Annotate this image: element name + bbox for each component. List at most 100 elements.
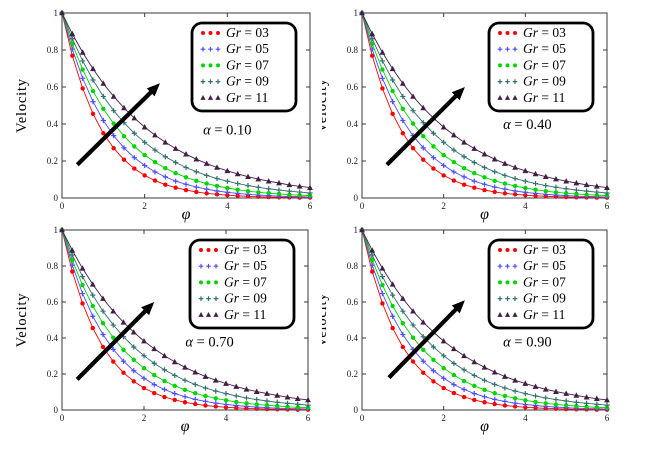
marker-circle [276,191,282,197]
marker-plus [481,181,488,187]
marker-circle [132,166,137,171]
marker-circle [80,67,85,72]
marker-triangle [522,380,529,386]
legend-label: Gr = 07 [226,57,269,72]
marker-circle [111,335,116,340]
marker-circle [574,191,579,197]
marker-circle [204,191,209,196]
marker-circle [441,385,446,391]
marker-plus [379,75,386,81]
marker-plus [100,308,106,314]
marker-plus [502,172,508,179]
legend-label: Gr = 07 [224,274,267,289]
marker-triangle [440,337,447,344]
marker-plus [192,381,198,388]
marker-circle [482,187,487,193]
marker-plus [206,263,211,269]
marker-plus [505,46,510,52]
marker-circle [214,280,218,285]
marker-circle [390,88,395,94]
marker-circle [482,387,487,393]
marker-plus [451,382,457,388]
marker-triangle [172,145,179,151]
marker-plus [390,77,396,83]
marker-plus [223,391,229,397]
marker-plus [141,375,147,381]
legend-entry-gr-07: Gr = 07 [199,274,267,289]
marker-plus [183,181,189,187]
marker-circle [502,191,508,196]
legend-label: Gr = 05 [226,41,269,56]
x-tick-label: 4 [224,413,229,423]
marker-triangle [203,160,210,166]
marker-plus [512,175,518,182]
marker-triangle [110,308,117,314]
marker-circle [512,183,518,189]
marker-triangle [399,295,406,301]
marker-plus [100,331,106,338]
marker-triangle [307,184,313,190]
marker-circle [70,269,75,274]
marker-circle [295,405,300,410]
marker-circle [513,63,517,68]
marker-plus [451,360,457,366]
marker-circle [201,63,205,68]
marker-plus [213,296,219,301]
marker-plus [461,386,467,393]
marker-plus [471,178,477,184]
marker-triangle [223,380,229,386]
marker-plus [522,178,528,184]
alpha-annotation: α = 0.90 [503,335,551,351]
marker-circle [461,394,467,400]
x-tick-label: 2 [441,413,446,423]
x-axis-label: φ [181,418,190,435]
marker-triangle [215,95,221,100]
marker-triangle [389,281,396,287]
marker-triangle [130,329,137,335]
legend-entry-gr-05: Gr = 05 [497,258,566,273]
marker-plus [505,296,510,301]
marker-plus [410,322,416,328]
marker-triangle [193,156,200,162]
marker-circle [390,303,395,309]
legend-label: Gr = 09 [523,74,566,89]
series-gr-09 [59,227,311,408]
marker-circle [594,405,599,410]
marker-circle [492,178,497,183]
marker-plus [213,400,219,406]
marker-circle [370,41,375,47]
marker-plus [502,398,508,404]
marker-triangle [69,30,76,37]
marker-circle [100,321,106,326]
marker-triangle [264,390,270,396]
marker-circle [204,181,209,186]
legend-label: Gr = 11 [224,307,266,322]
marker-plus [286,188,292,194]
marker-plus [182,394,188,400]
marker-circle [505,280,510,285]
marker-triangle [224,167,231,174]
marker-triangle [410,93,416,99]
legend-label: Gr = 11 [523,90,565,105]
marker-circle [472,171,477,176]
marker-triangle [593,395,600,401]
marker-circle [214,248,218,252]
marker-circle [223,398,229,403]
marker-circle [410,121,416,126]
marker-circle [287,192,292,197]
marker-triangle [420,319,427,325]
marker-triangle [183,151,189,157]
marker-triangle [234,170,241,177]
marker-plus [497,46,503,52]
trend-arrow [75,302,155,381]
marker-circle [431,357,436,362]
marker-plus [410,108,416,114]
x-tick-label: 0 [360,201,365,211]
marker-triangle [198,312,204,317]
marker-plus [492,396,498,402]
marker-triangle [497,312,503,317]
marker-triangle [369,30,376,37]
marker-plus [471,372,477,379]
y-tick-label: 0.6 [47,297,59,307]
